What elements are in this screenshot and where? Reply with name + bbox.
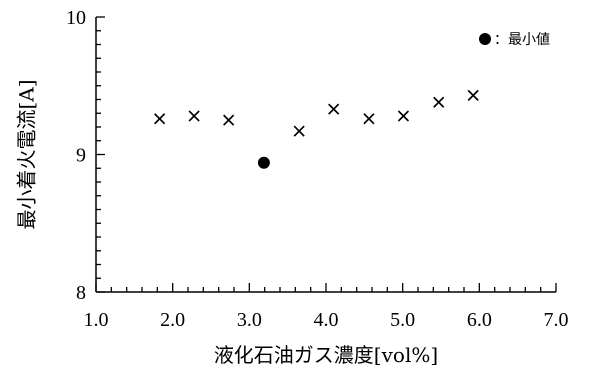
data-point-x [293, 125, 305, 137]
legend: ：最小値 [479, 32, 550, 48]
x-tick-label: 2.0 [160, 309, 185, 331]
x-tick-label: 6.0 [467, 309, 492, 331]
x-tick-label: 3.0 [237, 309, 262, 331]
y-axis-label: 最小着火電流[A] [15, 79, 39, 229]
data-marks [154, 89, 479, 169]
y-tick-label: 9 [76, 145, 86, 167]
x-tick-label: 5.0 [390, 309, 415, 331]
x-axis-label: 液化石油ガス濃度[vol%] [214, 343, 438, 367]
data-point-x [328, 103, 340, 115]
data-point-minimum [257, 156, 270, 169]
x-tick-label: 7.0 [544, 309, 569, 331]
y-tick-label: 10 [66, 7, 86, 29]
data-point-x [154, 113, 166, 125]
legend-label-minimum: ：最小値 [494, 32, 550, 48]
legend-marker-minimum [479, 33, 491, 45]
x-tick-label: 1.0 [84, 309, 109, 331]
data-point-x [433, 96, 445, 108]
y-ticks: 8 9 10 [66, 7, 105, 304]
data-point-x [188, 110, 200, 122]
data-point-x [223, 114, 235, 126]
x-ticks: 1.0 2.0 3.0 4.0 5.0 6.0 7.0 [84, 283, 569, 331]
data-point-x [467, 89, 479, 101]
data-point-x [363, 113, 375, 125]
x-tick-label: 4.0 [314, 309, 339, 331]
data-point-x [397, 110, 409, 122]
axes [95, 17, 556, 293]
y-tick-label: 8 [76, 282, 86, 304]
